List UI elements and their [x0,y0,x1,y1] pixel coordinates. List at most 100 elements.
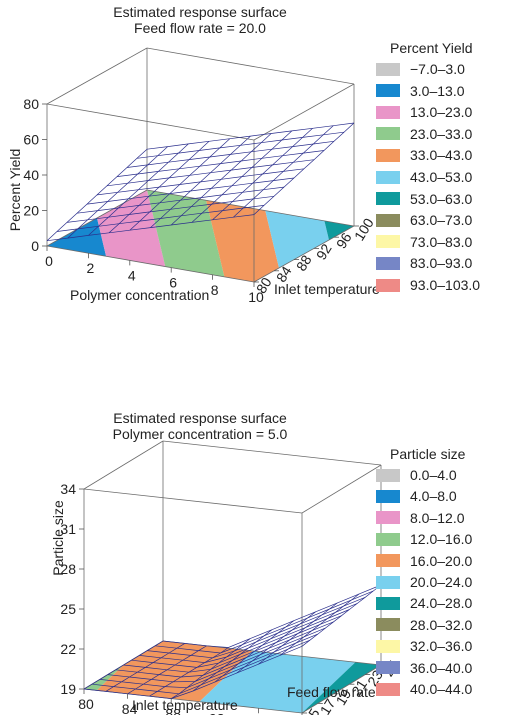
legend-label: 24.0–28.0 [410,595,473,612]
legend-entry: 43.0–53.0 [376,168,472,186]
tick-label: 88 [293,252,315,274]
legend-swatch [376,575,400,589]
legend-entry: 32.0–36.0 [376,637,472,655]
legend-swatch [376,554,400,568]
legend-label: 32.0–36.0 [410,638,473,655]
tick-label: 80 [23,96,39,112]
tick-label: 25 [60,601,76,617]
legend-entry: 8.0–12.0 [376,509,465,527]
box-edge [301,664,382,714]
y-axis-label: Feed flow rate [287,684,376,700]
mesh-line [253,122,355,215]
legend-label: 4.0–8.0 [410,488,457,505]
box-edge [162,440,382,466]
mesh-line [106,159,315,187]
legend-entry: 40.0–44.0 [376,680,472,698]
x-axis-label: Inlet temperature [132,697,238,713]
tick-label: 92 [313,241,335,263]
contour-band [96,641,253,702]
legend-entry: 3.0–13.0 [376,82,465,100]
mesh-line [123,615,342,673]
legend-entry: 36.0–40.0 [376,659,472,677]
legend-swatch [376,148,400,162]
box-edge [83,488,303,514]
mesh-line [233,125,334,218]
floor-contours [47,190,354,282]
tick-label: 60 [23,132,39,148]
tick-label: 8 [211,282,219,298]
legend-label: −7.0–3.0 [410,61,465,77]
mesh-line [258,602,338,665]
legend-entry: 33.0–43.0 [376,146,472,164]
mesh-line [212,128,313,221]
tick-label: 19 [332,686,354,708]
legend-swatch [376,235,400,249]
legend-label: 33.0–43.0 [410,147,473,164]
legend-swatch [376,256,400,270]
legend-swatch [376,511,400,525]
legend-swatch [376,639,400,653]
tick-label: 34 [60,481,76,497]
tick-label: 84 [273,263,295,285]
legend-title: Percent Yield [390,40,473,56]
legend-label: 40.0–44.0 [410,681,473,697]
chart-title: Estimated response surface [113,410,287,426]
legend-entry: 4.0–8.0 [376,487,457,505]
mesh-line [279,593,360,656]
legend-swatch [376,170,400,184]
legend-entry: 16.0–20.0 [376,552,472,570]
mesh-line [214,620,295,683]
tick-label: 21 [348,677,370,699]
legend-label: 73.0–83.0 [410,233,473,250]
legend-label: 0.0–4.0 [410,467,457,483]
tick-label: 0 [45,253,53,269]
tick-label: 88 [165,706,181,715]
legend: Particle size 0.0–4.0 4.0–8.0 8.0–12.0 12.0… [376,446,472,697]
legend-swatch [376,661,400,675]
legend-entry: 0.0–4.0 [376,466,457,484]
legend-entry: 28.0–32.0 [376,616,472,634]
legend-swatch [376,618,400,632]
legend-label: 13.0–23.0 [410,104,473,121]
mesh-line [170,133,272,226]
tick-label: 84 [122,701,138,715]
legend-label: 28.0–32.0 [410,616,473,633]
box-edge [253,83,355,141]
box-edge [46,103,255,141]
legend-swatch [376,278,400,292]
mesh-line [155,590,374,654]
legend-label: 16.0–20.0 [410,552,473,569]
mesh-line [301,584,382,647]
legend: Percent Yield −7.0–3.0 3.0–13.0 13.0–23.0 2… [376,40,480,293]
chart-subtitle: Feed flow rate = 20.0 [134,20,266,36]
contour-band [324,220,354,240]
legend-label: 8.0–12.0 [410,509,465,526]
contour-band [147,190,225,277]
mesh-line [147,596,366,659]
legend-label: 20.0–24.0 [410,574,473,590]
legend-swatch [376,127,400,141]
box-edge [146,47,355,85]
mesh-line [126,140,335,168]
legend-entry: 93.0–103.0 [376,276,480,294]
box-edge [46,189,148,247]
legend-entry: 83.0–93.0 [376,254,472,272]
box-edge [46,47,148,105]
legend-label: 63.0–73.0 [410,212,473,229]
legend-entry: 13.0–23.0 [376,103,472,121]
mesh-line [236,611,316,674]
tick-label: 2 [87,260,95,276]
legend-label: 83.0–93.0 [410,255,473,272]
legend-swatch [376,105,400,119]
chart-title: Estimated response surface [113,4,287,20]
legend-swatch [376,532,400,546]
mesh-line [162,584,382,648]
y-axis-label: Inlet temperature [274,281,380,297]
tick-label: 15 [301,705,323,715]
surface-mesh [83,584,382,699]
legend-entry: 12.0–16.0 [376,530,472,548]
tick-label: 92 [209,710,225,715]
legend-label: 3.0–13.0 [410,82,465,99]
tick-label: 0 [31,238,39,254]
box-edge [301,464,382,514]
